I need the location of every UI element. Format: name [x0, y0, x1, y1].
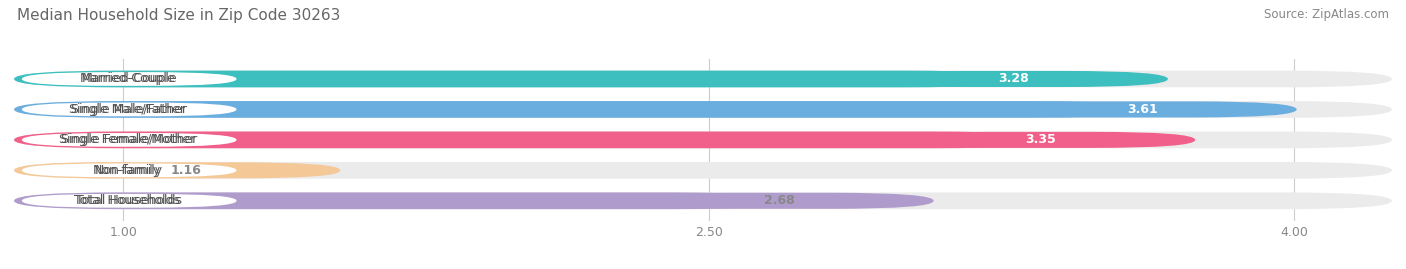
- FancyBboxPatch shape: [624, 193, 934, 209]
- FancyBboxPatch shape: [987, 101, 1296, 118]
- FancyBboxPatch shape: [14, 101, 1392, 118]
- Text: 3.28: 3.28: [998, 72, 1029, 86]
- FancyBboxPatch shape: [14, 162, 186, 179]
- FancyBboxPatch shape: [886, 132, 1195, 148]
- Text: Median Household Size in Zip Code 30263: Median Household Size in Zip Code 30263: [17, 8, 340, 23]
- FancyBboxPatch shape: [14, 101, 1142, 118]
- FancyBboxPatch shape: [22, 133, 236, 147]
- Text: Total Households: Total Households: [76, 194, 183, 207]
- FancyBboxPatch shape: [859, 71, 1168, 87]
- Text: 2.68: 2.68: [763, 194, 794, 207]
- Text: 3.35: 3.35: [1025, 133, 1056, 146]
- FancyBboxPatch shape: [31, 162, 340, 178]
- FancyBboxPatch shape: [14, 192, 779, 209]
- FancyBboxPatch shape: [22, 164, 236, 177]
- Text: Single Female/Mother: Single Female/Mother: [60, 133, 197, 146]
- Text: 3.61: 3.61: [1126, 103, 1157, 116]
- FancyBboxPatch shape: [14, 132, 1392, 148]
- Text: Single Male/Father: Single Male/Father: [72, 103, 187, 116]
- FancyBboxPatch shape: [14, 70, 1392, 87]
- Text: Married-Couple: Married-Couple: [82, 72, 177, 86]
- Text: Single Female/Mother: Single Female/Mother: [59, 133, 195, 146]
- FancyBboxPatch shape: [22, 102, 236, 116]
- FancyBboxPatch shape: [14, 162, 1392, 179]
- FancyBboxPatch shape: [14, 132, 1040, 148]
- Text: Married-Couple: Married-Couple: [80, 72, 176, 86]
- FancyBboxPatch shape: [22, 72, 236, 86]
- Text: Non-family: Non-family: [96, 164, 163, 177]
- Text: 1.16: 1.16: [170, 164, 201, 177]
- FancyBboxPatch shape: [22, 194, 236, 208]
- Text: Total Households: Total Households: [75, 194, 180, 207]
- Text: Source: ZipAtlas.com: Source: ZipAtlas.com: [1264, 8, 1389, 21]
- Text: Non-family: Non-family: [93, 164, 162, 177]
- FancyBboxPatch shape: [14, 192, 1392, 209]
- Text: Single Male/Father: Single Male/Father: [69, 103, 186, 116]
- FancyBboxPatch shape: [14, 70, 1014, 87]
